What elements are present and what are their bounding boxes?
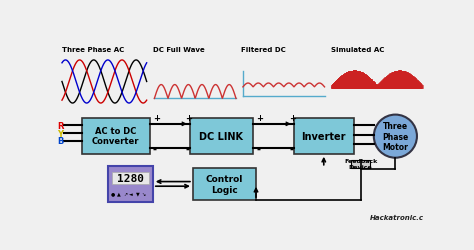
FancyBboxPatch shape (190, 118, 253, 154)
Text: -: - (289, 144, 293, 154)
Text: Inverter: Inverter (301, 131, 346, 141)
Text: -: - (256, 144, 260, 154)
Text: -: - (185, 144, 189, 154)
Text: Hackatronic.c: Hackatronic.c (370, 214, 424, 220)
Text: Y: Y (57, 129, 64, 138)
Text: DC LINK: DC LINK (200, 131, 243, 141)
Text: ↘: ↘ (142, 191, 146, 196)
FancyBboxPatch shape (294, 118, 354, 154)
FancyBboxPatch shape (193, 168, 256, 200)
Text: R: R (57, 122, 64, 130)
Text: +: + (153, 114, 160, 122)
Text: Control
Logic: Control Logic (206, 174, 243, 194)
FancyBboxPatch shape (108, 166, 153, 202)
Text: ◄: ◄ (129, 191, 133, 196)
Text: Three Phase AC: Three Phase AC (62, 47, 124, 53)
Text: +: + (256, 114, 263, 122)
Text: ▼: ▼ (136, 191, 139, 196)
Text: Filtered DC: Filtered DC (241, 47, 286, 53)
Text: ↗: ↗ (123, 191, 127, 196)
Text: Feedback
Device: Feedback Device (344, 159, 377, 170)
FancyBboxPatch shape (82, 118, 150, 154)
FancyBboxPatch shape (112, 172, 149, 184)
Text: ▲: ▲ (117, 191, 121, 196)
Text: DC Full Wave: DC Full Wave (153, 47, 205, 53)
Text: +: + (289, 114, 296, 122)
Text: B: B (57, 137, 64, 146)
Text: -: - (153, 144, 157, 154)
Text: 1280: 1280 (117, 173, 144, 183)
FancyBboxPatch shape (352, 160, 370, 168)
Text: ●: ● (110, 191, 115, 196)
Text: Three
Phase
Motor: Three Phase Motor (382, 122, 409, 152)
Text: Simulated AC: Simulated AC (331, 47, 385, 53)
Text: +: + (185, 114, 192, 122)
Text: AC to DC
Converter: AC to DC Converter (92, 126, 140, 146)
Circle shape (374, 115, 417, 158)
